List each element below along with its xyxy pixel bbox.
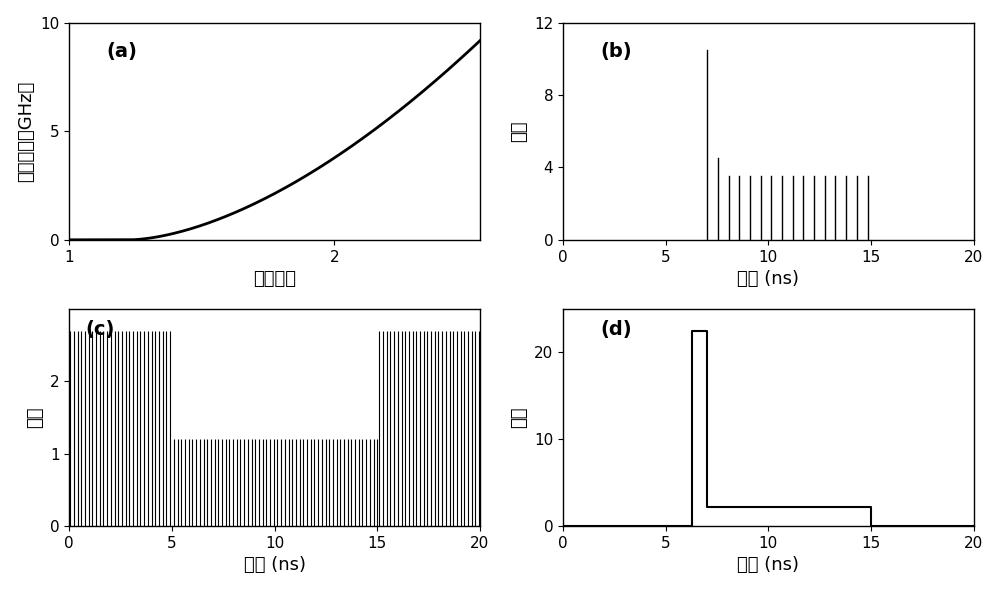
X-axis label: 时间 (ns): 时间 (ns): [737, 556, 799, 574]
Y-axis label: 响应: 响应: [510, 407, 528, 428]
Text: (b): (b): [600, 42, 632, 61]
Text: (a): (a): [106, 42, 137, 61]
X-axis label: 输入强度: 输入强度: [253, 270, 296, 288]
Text: (d): (d): [600, 320, 632, 339]
X-axis label: 时间 (ns): 时间 (ns): [244, 556, 306, 574]
X-axis label: 时间 (ns): 时间 (ns): [737, 270, 799, 288]
Y-axis label: 发射速率（GHz）: 发射速率（GHz）: [17, 80, 35, 182]
Y-axis label: 响应: 响应: [26, 407, 44, 428]
Text: (c): (c): [86, 320, 115, 339]
Y-axis label: 响应: 响应: [510, 121, 528, 142]
